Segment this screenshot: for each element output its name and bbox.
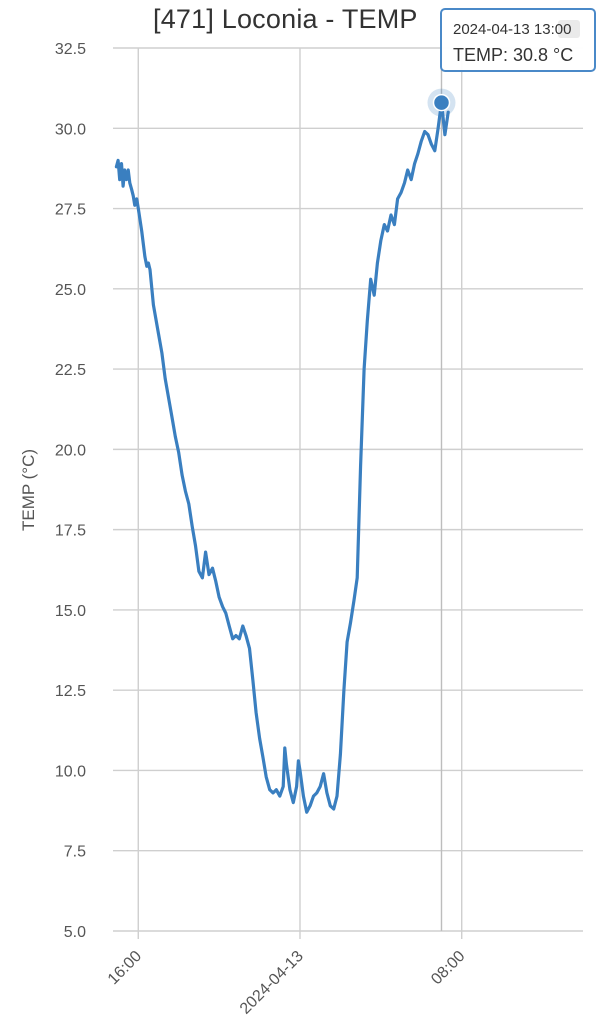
tooltip-value: TEMP: 30.8 °C	[453, 45, 574, 65]
y-tick-label: 15.0	[55, 603, 86, 620]
y-axis-label: TEMP (°C)	[19, 449, 38, 531]
y-tick-label: 10.0	[55, 763, 86, 780]
y-tick-labels: 5.0 7.5 10.0 12.5 15.0 17.5 20.0 22.5 25.0 27.5 30…	[55, 41, 86, 941]
chart-title: [471] Loconia - TEMP	[153, 4, 418, 34]
y-tick-label: 12.5	[55, 683, 86, 700]
tooltip-date: 2024-04-13 13:00	[453, 21, 572, 38]
series-line	[114, 101, 450, 814]
y-tick-label: 27.5	[55, 202, 86, 219]
x-tick-labels: 16:00 2024-04-13 08:00	[105, 948, 469, 1018]
tooltip: 2024-04-13 13:00 TEMP: 30.8 °C	[440, 8, 596, 72]
x-tick-label: 08:00	[428, 948, 468, 988]
tooltip-close-icon[interactable]	[558, 20, 580, 38]
y-tick-label: 20.0	[55, 442, 86, 459]
y-tick-label: 5.0	[64, 924, 86, 941]
y-tick-label: 7.5	[64, 844, 86, 861]
y-tick-label: 22.5	[55, 362, 86, 379]
highlight-marker[interactable]	[432, 93, 451, 112]
series-temp	[114, 101, 450, 814]
y-tick-label: 30.0	[55, 121, 86, 138]
y-tick-label: 25.0	[55, 282, 86, 299]
grid	[113, 47, 583, 939]
x-tick-label: 2024-04-13	[237, 948, 307, 1018]
x-tick-label: 16:00	[105, 948, 145, 988]
y-tick-label: 32.5	[55, 41, 86, 58]
highlight-point[interactable]	[427, 88, 456, 117]
y-tick-label: 17.5	[55, 523, 86, 540]
